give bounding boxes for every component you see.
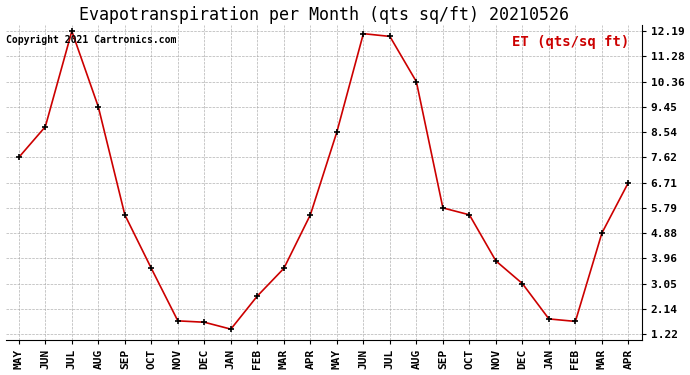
- Text: Copyright 2021 Cartronics.com: Copyright 2021 Cartronics.com: [6, 34, 177, 45]
- Title: Evapotranspiration per Month (qts sq/ft) 20210526: Evapotranspiration per Month (qts sq/ft)…: [79, 6, 569, 24]
- Text: ET (qts/sq ft): ET (qts/sq ft): [512, 34, 629, 49]
